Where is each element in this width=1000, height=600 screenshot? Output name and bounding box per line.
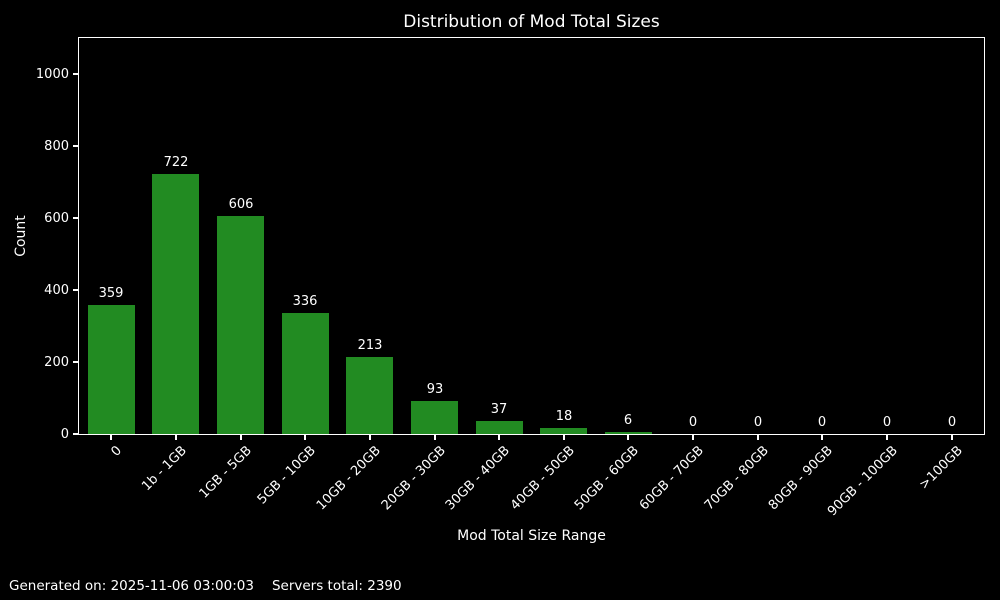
y-tick-mark [73,73,78,75]
y-tick-label: 1000 [35,67,69,82]
y-tick-label: 200 [44,355,69,370]
y-tick-mark [73,361,78,363]
y-tick-mark [73,217,78,219]
bar-1GB - 5GB [217,216,264,434]
x-tick-mark [498,435,500,440]
bar-value-label: 0 [947,415,957,430]
y-tick-mark [73,145,78,147]
x-tick-mark [951,435,953,440]
bars-layer: 359 722 606 336 213 93 37 18 6 0 0 0 0 0 [79,38,984,434]
bar-value-label: 0 [817,415,827,430]
x-tick-mark [175,435,177,440]
bar-40GB - 50GB [540,428,587,434]
bar-value-label: 0 [688,415,698,430]
x-tick-mark [886,435,888,440]
bar-0 [88,305,135,434]
footer: Generated on: 2025-11-06 03:00:03 Servers… [9,578,402,594]
bar-value-label: 0 [882,415,892,430]
bar-value-label: 722 [163,155,189,170]
x-tick-label: 60GB - 70GB [636,443,707,514]
x-tick-label: 80GB - 90GB [765,443,836,514]
bar-value-label: 18 [555,409,573,424]
bar-value-label: 213 [357,338,383,353]
bar-value-label: 0 [753,415,763,430]
y-tick-mark [73,433,78,435]
y-tick-label: 400 [44,283,69,298]
x-tick-label: 5GB - 10GB [254,443,319,508]
bar-value-label: 93 [426,382,444,397]
bar-value-label: 336 [292,294,318,309]
x-tick-mark [627,435,629,440]
x-tick-label: 1GB - 5GB [196,443,255,502]
bar-30GB - 40GB [476,421,523,434]
x-tick-label: 40GB - 50GB [507,443,578,514]
x-tick-mark [692,435,694,440]
x-tick-label: 70GB - 80GB [701,443,772,514]
x-tick-label: 1b - 1GB [139,443,190,495]
servers-total: Servers total: 2390 [271,578,402,594]
bar-10GB - 20GB [346,357,393,434]
x-tick-mark [110,435,112,440]
bar-5GB - 10GB [282,313,329,434]
x-tick-mark [240,435,242,440]
bar-value-label: 6 [623,413,633,428]
chart-title: Distribution of Mod Total Sizes [403,12,660,32]
plot-area: 359 722 606 336 213 93 37 18 6 0 0 0 0 0 [78,37,985,435]
x-tick-label: 30GB - 40GB [442,443,513,514]
x-tick-mark [369,435,371,440]
bar-value-label: 37 [490,402,508,417]
bar-value-label: 359 [98,286,124,301]
x-tick-label: >100GB [916,443,966,493]
y-tick-mark [73,289,78,291]
x-tick-label: 90GB - 100GB [825,443,901,520]
bar-50GB - 60GB [605,432,652,434]
bar-20GB - 30GB [411,401,458,434]
x-axis-label: Mod Total Size Range [457,528,606,544]
bar-value-label: 606 [228,197,254,212]
bar-1b - 1GB [152,174,199,434]
x-tick-label: 20GB - 30GB [378,443,449,514]
x-tick-label: 0 [108,443,125,460]
generated-timestamp: Generated on: 2025-11-06 03:00:03 [9,578,254,594]
x-tick-label: 50GB - 60GB [571,443,642,514]
x-tick-mark [757,435,759,440]
y-tick-label: 600 [44,211,69,226]
x-tick-mark [563,435,565,440]
x-tick-mark [821,435,823,440]
y-tick-label: 800 [44,139,69,154]
x-tick-label: 10GB - 20GB [313,443,384,514]
x-tick-mark [434,435,436,440]
x-tick-mark [304,435,306,440]
y-tick-label: 0 [60,427,69,442]
